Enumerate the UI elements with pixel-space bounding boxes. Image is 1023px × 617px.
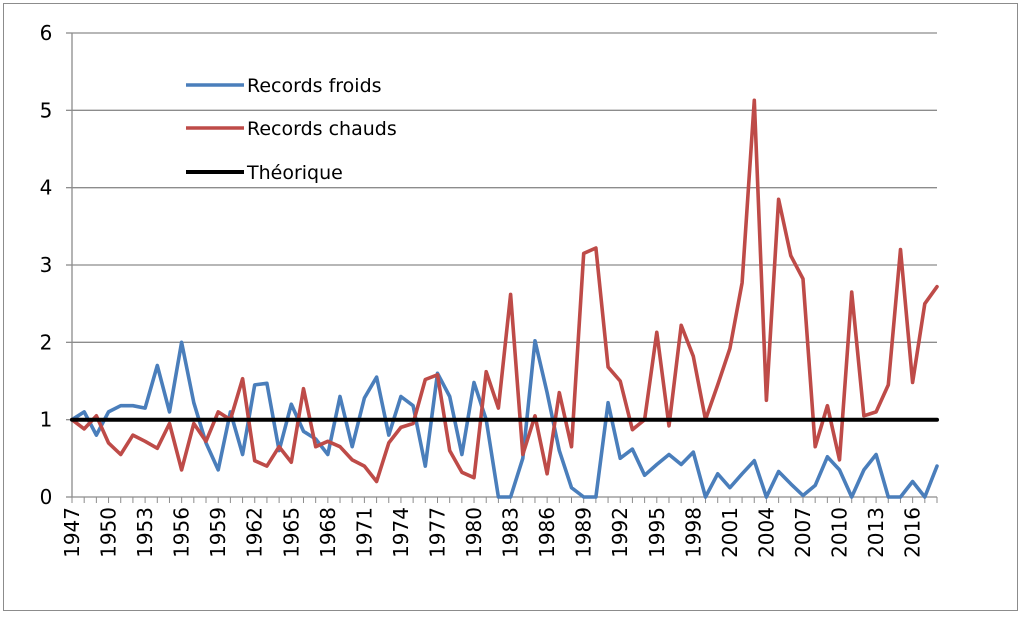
x-tick-label: 2004 [754,507,778,558]
y-tick-label: 1 [40,408,53,432]
x-tick-label: 1959 [206,507,230,558]
legend-label: Records froids [247,75,382,97]
y-tick-label: 2 [40,330,53,354]
x-tick-label: 1947 [60,507,84,558]
x-tick-label: 1971 [352,507,376,558]
y-tick-label: 4 [40,176,53,200]
x-tick-label: 1965 [279,507,303,558]
x-tick-label: 1983 [499,507,523,558]
x-tick-label: 2007 [791,507,815,558]
x-tick-label: 1980 [462,507,486,558]
x-tick-label: 1962 [243,507,267,558]
x-tick-label: 1998 [681,507,705,558]
legend: Records froids Records chauds Théorique [186,75,397,184]
y-tick-label: 6 [40,21,53,45]
x-tick-label: 2013 [864,507,888,558]
series-line-records-froids [70,338,939,499]
series-line-records-chauds [70,98,939,484]
x-tick-label: 1968 [316,507,340,558]
x-tick-label: 1989 [572,507,596,558]
x-tick-label: 2001 [718,507,742,558]
x-tick-labels: 1947 1950 1953 1956 1959 1962 1965 1968 1971 1974… [60,507,925,558]
x-tick-label: 1986 [535,507,559,558]
y-tick-label: 3 [40,253,53,277]
legend-label: Records chauds [247,118,397,140]
y-tick-label: 0 [40,485,53,509]
y-tick-labels: 0 1 2 3 4 5 6 [40,21,53,509]
x-tick-label: 2010 [828,507,852,558]
series-lines [70,98,939,499]
x-tick-label: 1995 [645,507,669,558]
x-tick-label: 1953 [133,507,157,558]
x-tick-label: 2016 [901,507,925,558]
legend-label: Théorique [246,162,343,184]
x-tick-label: 1974 [389,507,413,558]
x-tick-label: 1977 [425,507,449,558]
y-tick-label: 5 [40,98,53,122]
x-tick-label: 1956 [170,507,194,558]
x-tick-label: 1950 [97,507,121,558]
x-tick-label: 1992 [608,507,632,558]
axes [66,32,938,503]
